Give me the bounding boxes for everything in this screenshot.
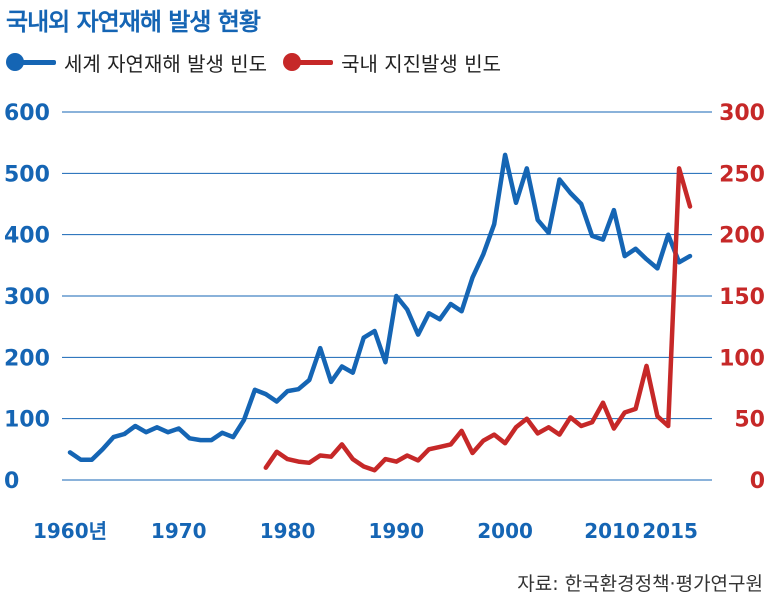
y-left-tick-label: 400 xyxy=(4,224,50,249)
y-right-tick-label: 0 xyxy=(750,469,765,494)
y-right-tick-label: 300 xyxy=(719,101,765,126)
source-note: 자료: 한국환경정책·평가연구원 xyxy=(517,573,763,595)
y-right-tick-label: 250 xyxy=(719,162,765,187)
legend-item-korea: 국내 지진발생 빈도 xyxy=(283,48,501,77)
y-left-tick-label: 600 xyxy=(4,101,50,126)
series-line-korea xyxy=(263,166,693,473)
x-tick-label: 2000 xyxy=(477,519,533,543)
y-left-tick-label: 300 xyxy=(4,285,50,310)
x-tick-label: 2010 xyxy=(584,519,640,543)
series-line-world xyxy=(67,152,693,463)
x-tick-label: 2015 xyxy=(642,519,698,543)
y-left-tick-label: 0 xyxy=(4,469,19,494)
y-right-tick-label: 150 xyxy=(719,285,765,310)
x-tick-label: 1970 xyxy=(151,519,207,543)
y-right-tick-label: 50 xyxy=(734,408,765,433)
x-tick-label: 1960년 xyxy=(33,519,107,543)
y-left-tick-label: 200 xyxy=(4,346,50,371)
legend-swatch-korea xyxy=(283,52,334,72)
y-right-tick-label: 200 xyxy=(719,224,765,249)
legend-item-world: 세계 자연재해 발생 빈도 xyxy=(6,48,267,77)
chart-title: 국내외 자연재해 발생 현황 xyxy=(6,8,261,36)
legend-label-world: 세계 자연재해 발생 빈도 xyxy=(64,51,268,76)
legend: 세계 자연재해 발생 빈도 국내 지진발생 빈도 xyxy=(6,46,517,78)
legend-label-korea: 국내 지진발생 빈도 xyxy=(341,51,501,76)
x-tick-label: 1980 xyxy=(260,519,316,543)
y-left-tick-label: 500 xyxy=(4,162,50,187)
y-left-tick-label: 100 xyxy=(4,408,50,433)
legend-swatch-world xyxy=(6,52,56,72)
y-right-tick-label: 100 xyxy=(719,346,765,371)
x-tick-label: 1990 xyxy=(368,519,424,543)
